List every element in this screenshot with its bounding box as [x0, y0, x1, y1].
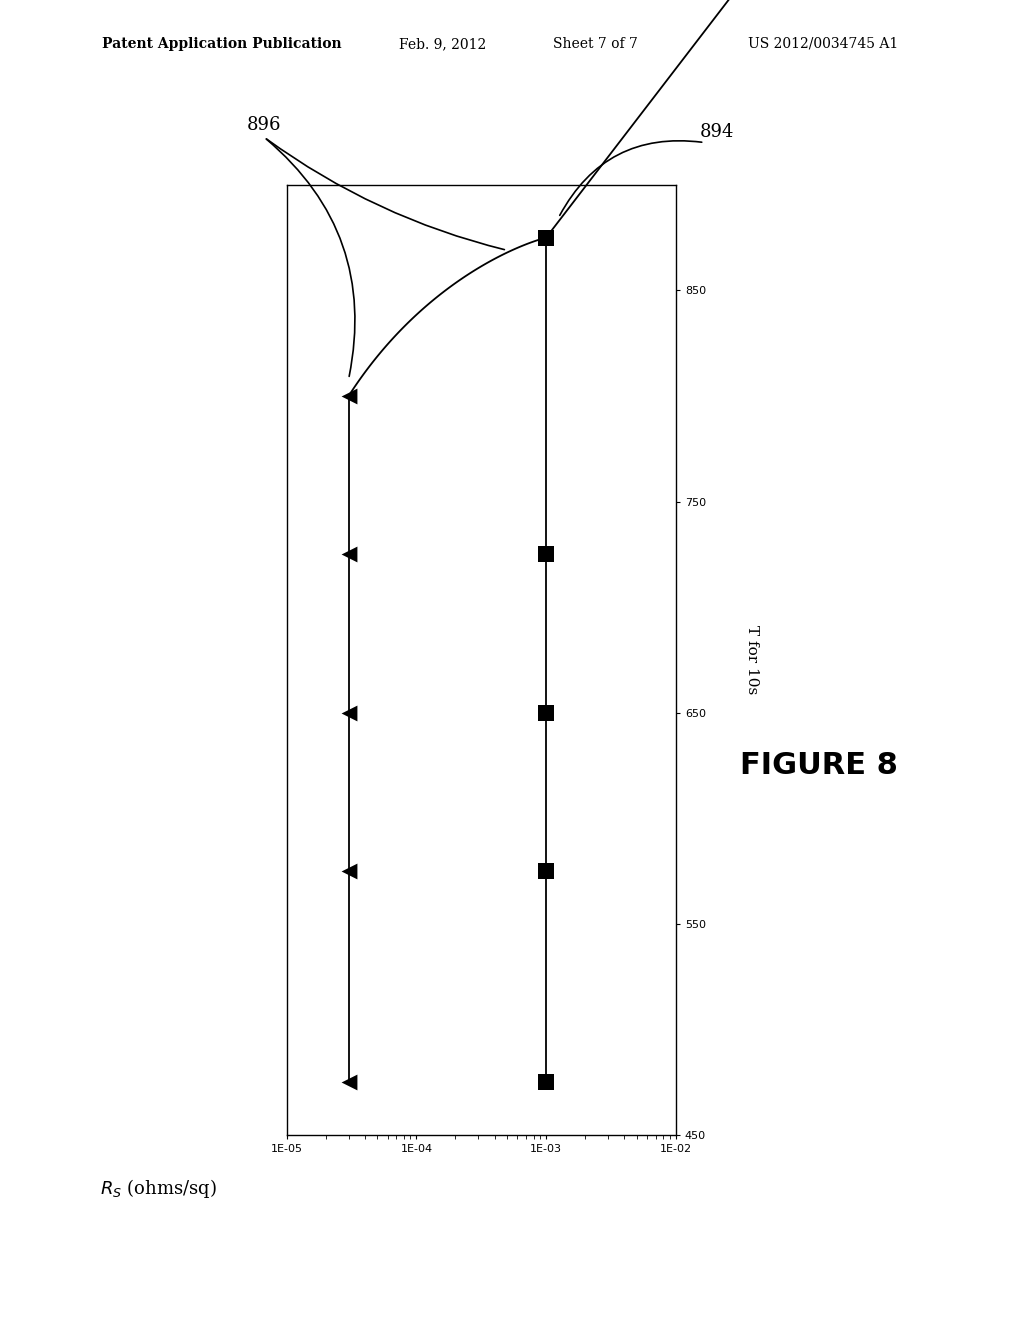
Text: $R_S$ (ohms/sq): $R_S$ (ohms/sq) [100, 1176, 217, 1200]
Point [538, 227, 554, 248]
Point [340, 1072, 356, 1093]
Point [340, 702, 356, 723]
Text: Sheet 7 of 7: Sheet 7 of 7 [553, 37, 638, 51]
Text: 896: 896 [247, 116, 282, 135]
Text: Patent Application Publication: Patent Application Publication [102, 37, 342, 51]
Y-axis label: T for 10s: T for 10s [744, 626, 759, 694]
Point [538, 544, 554, 565]
Point [340, 861, 356, 882]
Text: US 2012/0034745 A1: US 2012/0034745 A1 [748, 37, 898, 51]
Point [538, 702, 554, 723]
Point [538, 861, 554, 882]
Point [340, 385, 356, 407]
Text: 894: 894 [699, 123, 734, 141]
Text: Feb. 9, 2012: Feb. 9, 2012 [399, 37, 486, 51]
Text: FIGURE 8: FIGURE 8 [740, 751, 898, 780]
Point [340, 544, 356, 565]
Point [538, 1072, 554, 1093]
